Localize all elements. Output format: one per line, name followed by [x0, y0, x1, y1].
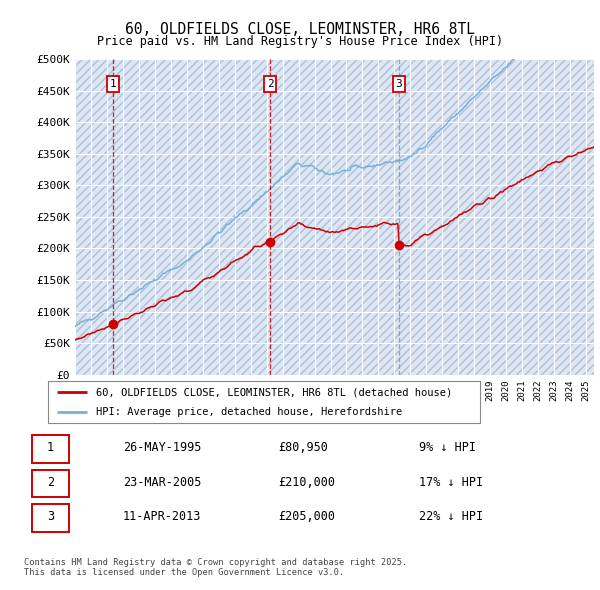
Text: 3: 3 [395, 79, 402, 89]
Text: 22% ↓ HPI: 22% ↓ HPI [419, 510, 483, 523]
Text: HPI: Average price, detached house, Herefordshire: HPI: Average price, detached house, Here… [95, 408, 402, 417]
Text: 2: 2 [267, 79, 274, 89]
Text: 3: 3 [47, 510, 54, 523]
Text: 9% ↓ HPI: 9% ↓ HPI [419, 441, 476, 454]
Text: 11-APR-2013: 11-APR-2013 [122, 510, 201, 523]
Text: 23-MAR-2005: 23-MAR-2005 [122, 476, 201, 489]
Text: 1: 1 [47, 441, 54, 454]
FancyBboxPatch shape [32, 435, 69, 463]
Text: Price paid vs. HM Land Registry's House Price Index (HPI): Price paid vs. HM Land Registry's House … [97, 35, 503, 48]
Text: 26-MAY-1995: 26-MAY-1995 [122, 441, 201, 454]
Text: £80,950: £80,950 [278, 441, 328, 454]
FancyBboxPatch shape [32, 470, 69, 497]
Text: 60, OLDFIELDS CLOSE, LEOMINSTER, HR6 8TL: 60, OLDFIELDS CLOSE, LEOMINSTER, HR6 8TL [125, 22, 475, 37]
Text: Contains HM Land Registry data © Crown copyright and database right 2025.
This d: Contains HM Land Registry data © Crown c… [24, 558, 407, 577]
Text: 60, OLDFIELDS CLOSE, LEOMINSTER, HR6 8TL (detached house): 60, OLDFIELDS CLOSE, LEOMINSTER, HR6 8TL… [95, 388, 452, 398]
Text: £205,000: £205,000 [278, 510, 335, 523]
FancyBboxPatch shape [48, 381, 480, 423]
Text: 17% ↓ HPI: 17% ↓ HPI [419, 476, 483, 489]
Text: 2: 2 [47, 476, 54, 489]
Text: £210,000: £210,000 [278, 476, 335, 489]
FancyBboxPatch shape [32, 504, 69, 532]
Text: 1: 1 [110, 79, 117, 89]
